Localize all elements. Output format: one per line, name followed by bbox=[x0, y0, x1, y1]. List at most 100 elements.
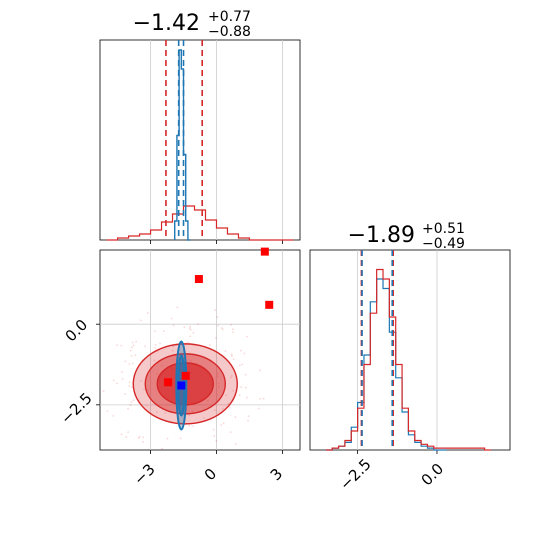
scatter-sample-point bbox=[212, 428, 215, 431]
scatter-sample-point bbox=[220, 424, 223, 426]
scatter-sample-point bbox=[192, 331, 195, 334]
right-xtick-labels: −2.5 0.0 bbox=[336, 455, 447, 493]
scatter-sample-point bbox=[156, 373, 159, 376]
scatter-sample-point bbox=[153, 359, 156, 362]
scatter-sample-point bbox=[217, 386, 220, 388]
scatter-sample-point bbox=[146, 312, 149, 314]
scatter-sample-point bbox=[132, 344, 135, 347]
scatter-sample-point bbox=[215, 336, 217, 339]
panel-top-frame bbox=[99, 39, 301, 241]
title-param-1-sup: +0.77 bbox=[208, 9, 251, 25]
scatter-sample-point bbox=[121, 370, 124, 373]
scatter-sample-point bbox=[217, 324, 219, 327]
scatter-sample-point bbox=[134, 354, 137, 357]
scatter-sample-point bbox=[164, 412, 166, 414]
scatter-sample-point bbox=[222, 422, 225, 425]
scatter-red-marker-1 bbox=[265, 300, 274, 309]
title-param-1-main: −1.42 bbox=[133, 11, 200, 36]
scatter-sample-point bbox=[112, 379, 115, 382]
scatter-sample-point bbox=[172, 324, 175, 327]
scatter-sample-point bbox=[231, 355, 233, 357]
scatter-sample-point bbox=[161, 447, 163, 450]
scatter-panel-2d bbox=[96, 247, 301, 454]
scatter-sample-point bbox=[239, 364, 241, 367]
scatter-sample-point bbox=[144, 345, 147, 348]
scatter-sample-point bbox=[116, 344, 119, 347]
scatter-sample-point bbox=[128, 381, 131, 384]
scatter-sample-point bbox=[243, 352, 246, 355]
scatter-xtick-3: 3 bbox=[267, 465, 286, 484]
scatter-sample-point bbox=[244, 386, 247, 389]
title-param-2: −1.89 +0.51 −0.49 bbox=[348, 221, 465, 252]
scatter-sample-point bbox=[192, 425, 195, 428]
right-red-histogram bbox=[325, 268, 491, 451]
scatter-sample-point bbox=[230, 353, 233, 356]
scatter-sample-point bbox=[132, 399, 135, 402]
scatter-sample-point bbox=[139, 379, 142, 382]
scatter-sample-point bbox=[259, 369, 261, 372]
scatter-sample-point bbox=[162, 330, 165, 333]
scatter-red-marker-0 bbox=[194, 275, 203, 284]
scatter-sample-point bbox=[230, 323, 233, 326]
histogram-panel-param-2 bbox=[309, 249, 511, 454]
scatter-sample-point bbox=[146, 404, 148, 407]
scatter-sample-point bbox=[227, 403, 230, 405]
scatter-sample-point bbox=[106, 410, 109, 412]
scatter-sample-point bbox=[130, 355, 133, 357]
scatter-sample-point bbox=[153, 330, 156, 333]
scatter-sample-point bbox=[128, 385, 131, 387]
scatter-sample-point bbox=[159, 342, 161, 345]
scatter-sample-point bbox=[171, 349, 174, 352]
scatter-sample-point bbox=[138, 437, 140, 439]
scatter-sample-point bbox=[240, 386, 243, 389]
scatter-sample-point bbox=[154, 343, 157, 346]
scatter-sample-point bbox=[262, 397, 265, 400]
scatter-sample-point bbox=[231, 328, 234, 331]
title-param-1-sub: −0.88 bbox=[208, 24, 251, 40]
scatter-sample-point bbox=[259, 397, 261, 400]
scatter-ytick-labels: 0.0 −2.5 bbox=[57, 316, 95, 428]
top-red-histogram bbox=[106, 205, 294, 241]
scatter-sample-point bbox=[166, 437, 169, 440]
scatter-sample-point bbox=[127, 407, 129, 410]
scatter-red-marker-3 bbox=[164, 378, 173, 387]
scatter-blue-marker-0 bbox=[177, 381, 186, 390]
scatter-sample-point bbox=[246, 335, 248, 338]
scatter-sample-point bbox=[154, 346, 156, 349]
title-param-1: −1.42 +0.77 −0.88 bbox=[133, 9, 251, 40]
scatter-sample-point bbox=[170, 317, 173, 320]
histogram-panel-param-1 bbox=[99, 39, 301, 244]
scatter-sample-point bbox=[232, 389, 234, 392]
scatter-sample-point bbox=[176, 306, 179, 309]
scatter-sample-point bbox=[191, 410, 194, 413]
scatter-sample-point bbox=[221, 328, 224, 331]
scatter-sample-point bbox=[209, 344, 211, 346]
scatter-sample-point bbox=[102, 390, 105, 392]
scatter-sample-point bbox=[121, 378, 124, 380]
scatter-sample-point bbox=[215, 439, 218, 442]
scatter-sample-point bbox=[142, 436, 145, 439]
scatter-sample-point bbox=[241, 363, 244, 366]
scatter-sample-point bbox=[225, 394, 227, 397]
scatter-sample-point bbox=[234, 416, 237, 419]
scatter-sample-point bbox=[124, 393, 127, 395]
scatter-sample-point bbox=[232, 331, 234, 334]
scatter-sample-point bbox=[188, 327, 191, 330]
scatter-sample-point bbox=[229, 376, 232, 379]
scatter-sample-point bbox=[229, 431, 232, 434]
scatter-ytick-neg2-5: −2.5 bbox=[57, 389, 95, 427]
scatter-sample-point bbox=[129, 404, 132, 406]
scatter-sample-point bbox=[189, 325, 192, 328]
scatter-sample-point bbox=[189, 335, 192, 338]
scatter-sample-point bbox=[238, 394, 241, 397]
scatter-sample-point bbox=[234, 443, 237, 445]
scatter-sample-point bbox=[222, 407, 224, 410]
scatter-sample-point bbox=[216, 375, 219, 377]
scatter-sample-point bbox=[143, 388, 145, 391]
top-blue-histogram bbox=[174, 49, 191, 241]
scatter-sample-point bbox=[147, 389, 149, 392]
scatter-sample-point bbox=[206, 399, 209, 402]
scatter-sample-point bbox=[120, 433, 123, 436]
scatter-sample-point bbox=[172, 345, 175, 348]
